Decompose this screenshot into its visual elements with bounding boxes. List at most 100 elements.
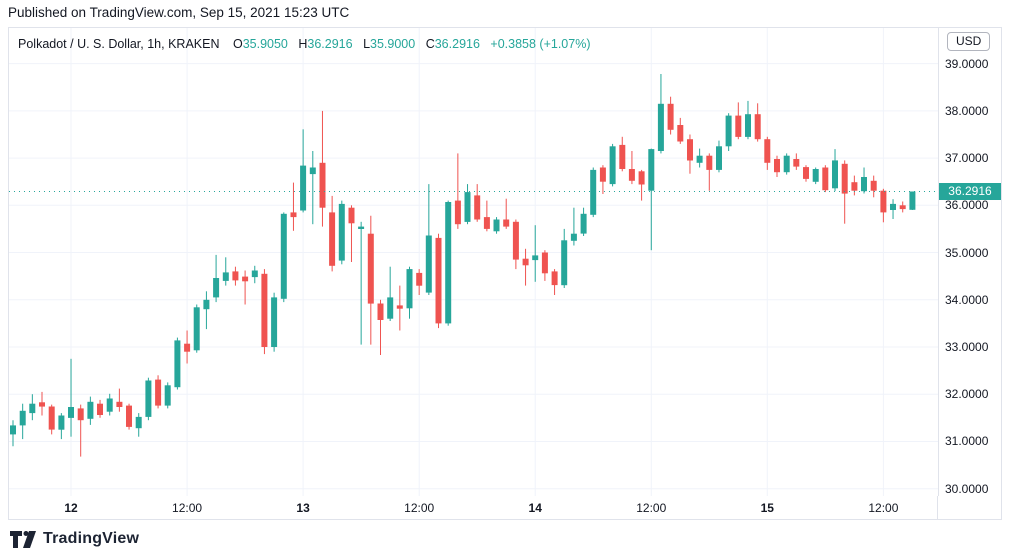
candle-body bbox=[261, 273, 268, 347]
candle-body bbox=[580, 213, 587, 234]
candle-body bbox=[10, 425, 16, 435]
candle-body bbox=[503, 219, 510, 227]
candle-body bbox=[754, 114, 761, 140]
candle-body bbox=[367, 233, 374, 304]
price-tick: 35.0000 bbox=[945, 245, 989, 260]
candle-body bbox=[880, 190, 887, 213]
candle-body bbox=[464, 192, 471, 222]
candle-body bbox=[358, 226, 365, 229]
price-tick: 37.0000 bbox=[945, 151, 989, 166]
price-tick: 39.0000 bbox=[945, 56, 989, 71]
candle-body bbox=[677, 125, 684, 142]
candle-body bbox=[774, 159, 780, 173]
candle-body bbox=[735, 115, 742, 137]
candle-body bbox=[899, 205, 906, 210]
candle-body bbox=[145, 380, 152, 417]
time-tick: 15 bbox=[760, 501, 774, 515]
candle-body bbox=[348, 207, 355, 224]
candle-body bbox=[445, 202, 452, 324]
candle-body bbox=[435, 237, 442, 324]
candle-body bbox=[251, 270, 258, 278]
candle-body bbox=[193, 307, 200, 351]
candle-body bbox=[329, 212, 336, 266]
time-tick: 12:00 bbox=[172, 501, 203, 515]
candle-body bbox=[832, 160, 838, 189]
candle-body bbox=[213, 278, 220, 298]
candle-body bbox=[39, 402, 45, 407]
candle-body bbox=[174, 340, 181, 388]
candle-body bbox=[106, 398, 113, 412]
candle-body bbox=[48, 406, 55, 430]
candle-body bbox=[696, 155, 703, 163]
candle-body bbox=[764, 139, 771, 163]
candle-body bbox=[909, 191, 916, 210]
candle-body bbox=[687, 139, 693, 161]
price-tick: 34.0000 bbox=[945, 292, 989, 307]
candle-body bbox=[19, 410, 26, 426]
chart-widget: Polkadot / U. S. Dollar, 1h, KRAKEN O35.… bbox=[8, 27, 1002, 520]
candle-body bbox=[242, 276, 249, 282]
candle-body bbox=[706, 155, 713, 170]
candle-body bbox=[570, 233, 577, 241]
candle-body bbox=[203, 299, 210, 310]
candle-body bbox=[599, 167, 606, 182]
candle-body bbox=[338, 203, 345, 261]
candle-body bbox=[319, 162, 326, 208]
candle-body bbox=[387, 297, 394, 319]
candle-body bbox=[551, 271, 558, 286]
candle-body bbox=[300, 165, 307, 211]
candle-body bbox=[58, 415, 65, 430]
candle-body bbox=[309, 167, 316, 175]
candle-body bbox=[793, 159, 800, 167]
candle-body bbox=[619, 144, 626, 169]
candle-body bbox=[68, 407, 74, 418]
price-axis[interactable]: USD 39.0000 38.0000 37.0000 36.0000 35.0000 3… bbox=[939, 28, 1001, 496]
time-tick: 12 bbox=[64, 501, 78, 515]
candle-body bbox=[280, 213, 287, 299]
candle-body bbox=[667, 103, 674, 130]
candle-body bbox=[648, 149, 655, 191]
candle-body bbox=[861, 177, 867, 192]
candle-body bbox=[155, 379, 162, 406]
candle-body bbox=[406, 269, 413, 309]
change-value: +0.3858 (+1.07%) bbox=[490, 37, 591, 51]
currency-badge[interactable]: USD bbox=[947, 32, 991, 51]
time-tick: 13 bbox=[296, 501, 310, 515]
candle-body bbox=[416, 272, 423, 286]
candlestick-chart[interactable]: Polkadot / U. S. Dollar, 1h, KRAKEN O35.… bbox=[9, 28, 939, 496]
candle-body bbox=[590, 169, 597, 215]
price-tick: 32.0000 bbox=[945, 387, 989, 402]
candle-body bbox=[541, 252, 548, 274]
chart-canvas[interactable] bbox=[9, 28, 938, 496]
candle-body bbox=[116, 401, 123, 407]
price-tick: 36.0000 bbox=[945, 198, 989, 213]
candle-body bbox=[841, 163, 848, 194]
candle-body bbox=[184, 343, 191, 352]
candle-body bbox=[222, 272, 229, 281]
candle-body bbox=[890, 203, 896, 210]
time-axis[interactable]: 12 12:00 13 12:00 14 12:00 15 12:00 bbox=[9, 496, 938, 519]
candle-body bbox=[512, 221, 519, 260]
candle-body bbox=[493, 219, 500, 232]
last-price-badge: 36.2916 bbox=[939, 183, 1001, 201]
candle-body bbox=[164, 385, 171, 406]
tradingview-attribution[interactable]: TradingView bbox=[10, 530, 139, 548]
time-tick: 12:00 bbox=[636, 501, 667, 515]
tradingview-logo-icon bbox=[10, 530, 36, 548]
time-tick: 12:00 bbox=[404, 501, 435, 515]
candle-body bbox=[716, 146, 722, 170]
time-tick: 12:00 bbox=[868, 501, 899, 515]
candle-body bbox=[609, 146, 616, 185]
candle-body bbox=[87, 401, 94, 419]
candle-body bbox=[783, 155, 790, 173]
candle-body bbox=[77, 408, 84, 421]
tradingview-logo-text: TradingView bbox=[43, 530, 140, 547]
symbol-legend: Polkadot / U. S. Dollar, 1h, KRAKEN O35.… bbox=[18, 37, 590, 51]
candle-body bbox=[271, 297, 278, 347]
candle-body bbox=[29, 403, 36, 414]
price-tick: 30.0000 bbox=[945, 481, 989, 496]
price-tick: 31.0000 bbox=[945, 434, 989, 449]
candle-body bbox=[474, 195, 481, 220]
published-caption: Published on TradingView.com, Sep 15, 20… bbox=[8, 5, 350, 20]
